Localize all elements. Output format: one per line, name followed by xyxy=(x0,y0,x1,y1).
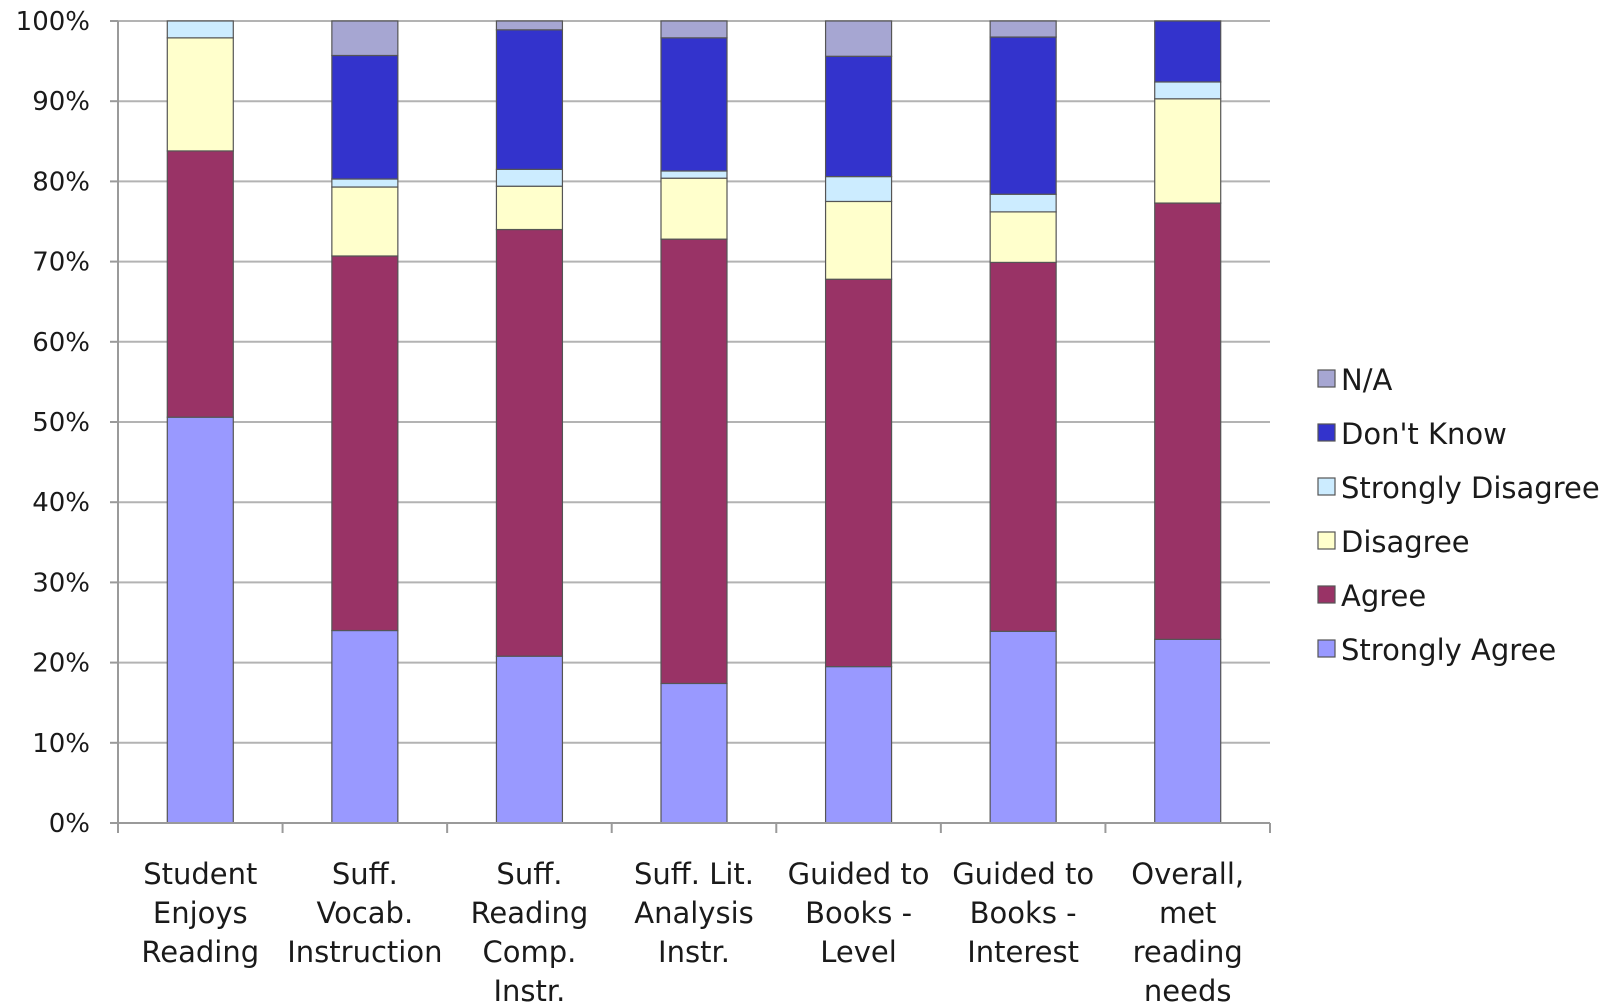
bar-segment xyxy=(1154,81,1222,100)
x-category-line: needs xyxy=(1144,974,1232,1002)
bar-segment xyxy=(166,37,234,152)
legend-swatch xyxy=(1317,585,1336,604)
bar-segment xyxy=(660,20,728,39)
x-category-line: Overall, xyxy=(1131,857,1244,891)
y-tick-label: 70% xyxy=(32,248,90,278)
bar-segment xyxy=(989,630,1057,824)
bar-segment xyxy=(660,37,728,172)
x-category-line: Comp. xyxy=(482,935,576,969)
bar-segment xyxy=(824,20,893,57)
legend-swatch xyxy=(1317,531,1336,550)
legend-label: Agree xyxy=(1341,579,1426,613)
bar-segment xyxy=(660,170,728,179)
x-category-line: Instr. xyxy=(493,974,565,1002)
bar-segment xyxy=(166,416,234,824)
bar-segment xyxy=(331,54,399,180)
bar-segment xyxy=(660,682,728,824)
x-category-label: Overall, met reading needs xyxy=(1131,857,1244,1002)
legend: N/A Don't Know Strongly Disagree Disagree Ag… xyxy=(1317,363,1600,667)
x-category-line: Student xyxy=(143,857,257,891)
bar-segment xyxy=(989,211,1057,264)
bar-segment xyxy=(824,666,893,824)
legend-label: Disagree xyxy=(1341,525,1470,559)
bar-segment xyxy=(989,193,1057,213)
bar-segment xyxy=(166,20,234,39)
bar-segment xyxy=(660,238,728,685)
bar-segment xyxy=(331,20,399,57)
x-category-label: Suff. Reading Comp. Instr. xyxy=(471,857,589,1002)
bar-segment xyxy=(495,20,564,31)
x-category-line: Instr. xyxy=(658,935,730,969)
x-category-label: Suff. Lit. Analysis Instr. xyxy=(634,857,754,969)
bar-segment xyxy=(824,175,893,203)
x-category-line: met xyxy=(1159,896,1216,930)
y-tick-label: 20% xyxy=(32,649,90,679)
x-category-line: Guided to xyxy=(788,857,930,891)
x-category-label: Suff. Vocab. Instruction xyxy=(287,857,442,969)
bars xyxy=(166,20,1222,824)
x-category-label: Student Enjoys Reading xyxy=(141,857,259,969)
y-tick-label: 0% xyxy=(49,809,90,839)
legend-swatch xyxy=(1317,423,1336,442)
x-category-line: Guided to xyxy=(952,857,1094,891)
x-category-line: Vocab. xyxy=(317,896,414,930)
bar-segment xyxy=(1154,98,1222,204)
y-tick-label: 100% xyxy=(16,7,90,37)
bar-segment xyxy=(989,261,1057,632)
bar-segment xyxy=(495,228,564,657)
bar-segment xyxy=(660,177,728,240)
bar-segment xyxy=(495,655,564,824)
legend-label: Strongly Disagree xyxy=(1341,471,1600,505)
bar-segment xyxy=(824,55,893,178)
y-tick-labels: 0% 10% 20% 30% 40% 50% 60% 70% 80% 90% 100% xyxy=(16,7,90,839)
bar-segment xyxy=(495,168,564,187)
bar-segment xyxy=(989,36,1057,195)
x-category-line: Reading xyxy=(471,896,589,930)
bar-segment xyxy=(495,185,564,231)
legend-label: N/A xyxy=(1341,363,1392,397)
x-category-line: Suff. xyxy=(496,857,562,891)
bar-segment xyxy=(1154,202,1222,640)
bar-segment xyxy=(824,278,893,668)
x-category-line: Suff. Lit. xyxy=(634,857,754,891)
legend-swatch xyxy=(1317,477,1336,496)
x-category-line: Analysis xyxy=(634,896,753,930)
x-category-line: reading xyxy=(1133,935,1243,969)
y-tick-label: 60% xyxy=(32,328,90,358)
bar-segment xyxy=(331,186,399,257)
bar-segment xyxy=(1154,20,1222,83)
y-tick-label: 30% xyxy=(32,568,90,598)
bar-segment xyxy=(1154,638,1222,824)
x-category-line: Level xyxy=(820,935,897,969)
x-category-labels: Student Enjoys Reading Suff. Vocab. Instructi… xyxy=(141,857,1244,1002)
x-category-line: Enjoys xyxy=(153,896,248,930)
x-category-label: Guided to Books - Interest xyxy=(952,857,1094,969)
legend-swatch xyxy=(1317,639,1336,658)
x-category-line: Suff. xyxy=(332,857,398,891)
x-category-line: Books - xyxy=(970,896,1077,930)
x-category-label: Guided to Books - Level xyxy=(788,857,930,969)
y-tick-label: 40% xyxy=(32,488,90,518)
y-tick-label: 50% xyxy=(32,408,90,438)
x-category-line: Books - xyxy=(805,896,912,930)
bar-segment xyxy=(331,629,399,824)
bar-segment xyxy=(989,20,1057,38)
x-category-line: Instruction xyxy=(287,935,442,969)
y-tick-label: 80% xyxy=(32,167,90,197)
y-tick-label: 10% xyxy=(32,729,90,759)
x-category-line: Interest xyxy=(967,935,1079,969)
bar-segment xyxy=(166,150,234,418)
y-tick-label: 90% xyxy=(32,87,90,117)
legend-label: Don't Know xyxy=(1341,417,1507,451)
bar-segment xyxy=(495,29,564,170)
bar-segment xyxy=(331,255,399,632)
x-category-line: Reading xyxy=(141,935,259,969)
legend-label: Strongly Agree xyxy=(1341,633,1556,667)
legend-swatch xyxy=(1317,369,1336,388)
bar-segment xyxy=(824,200,893,280)
bar-segment xyxy=(331,178,399,188)
axes xyxy=(110,20,1271,833)
